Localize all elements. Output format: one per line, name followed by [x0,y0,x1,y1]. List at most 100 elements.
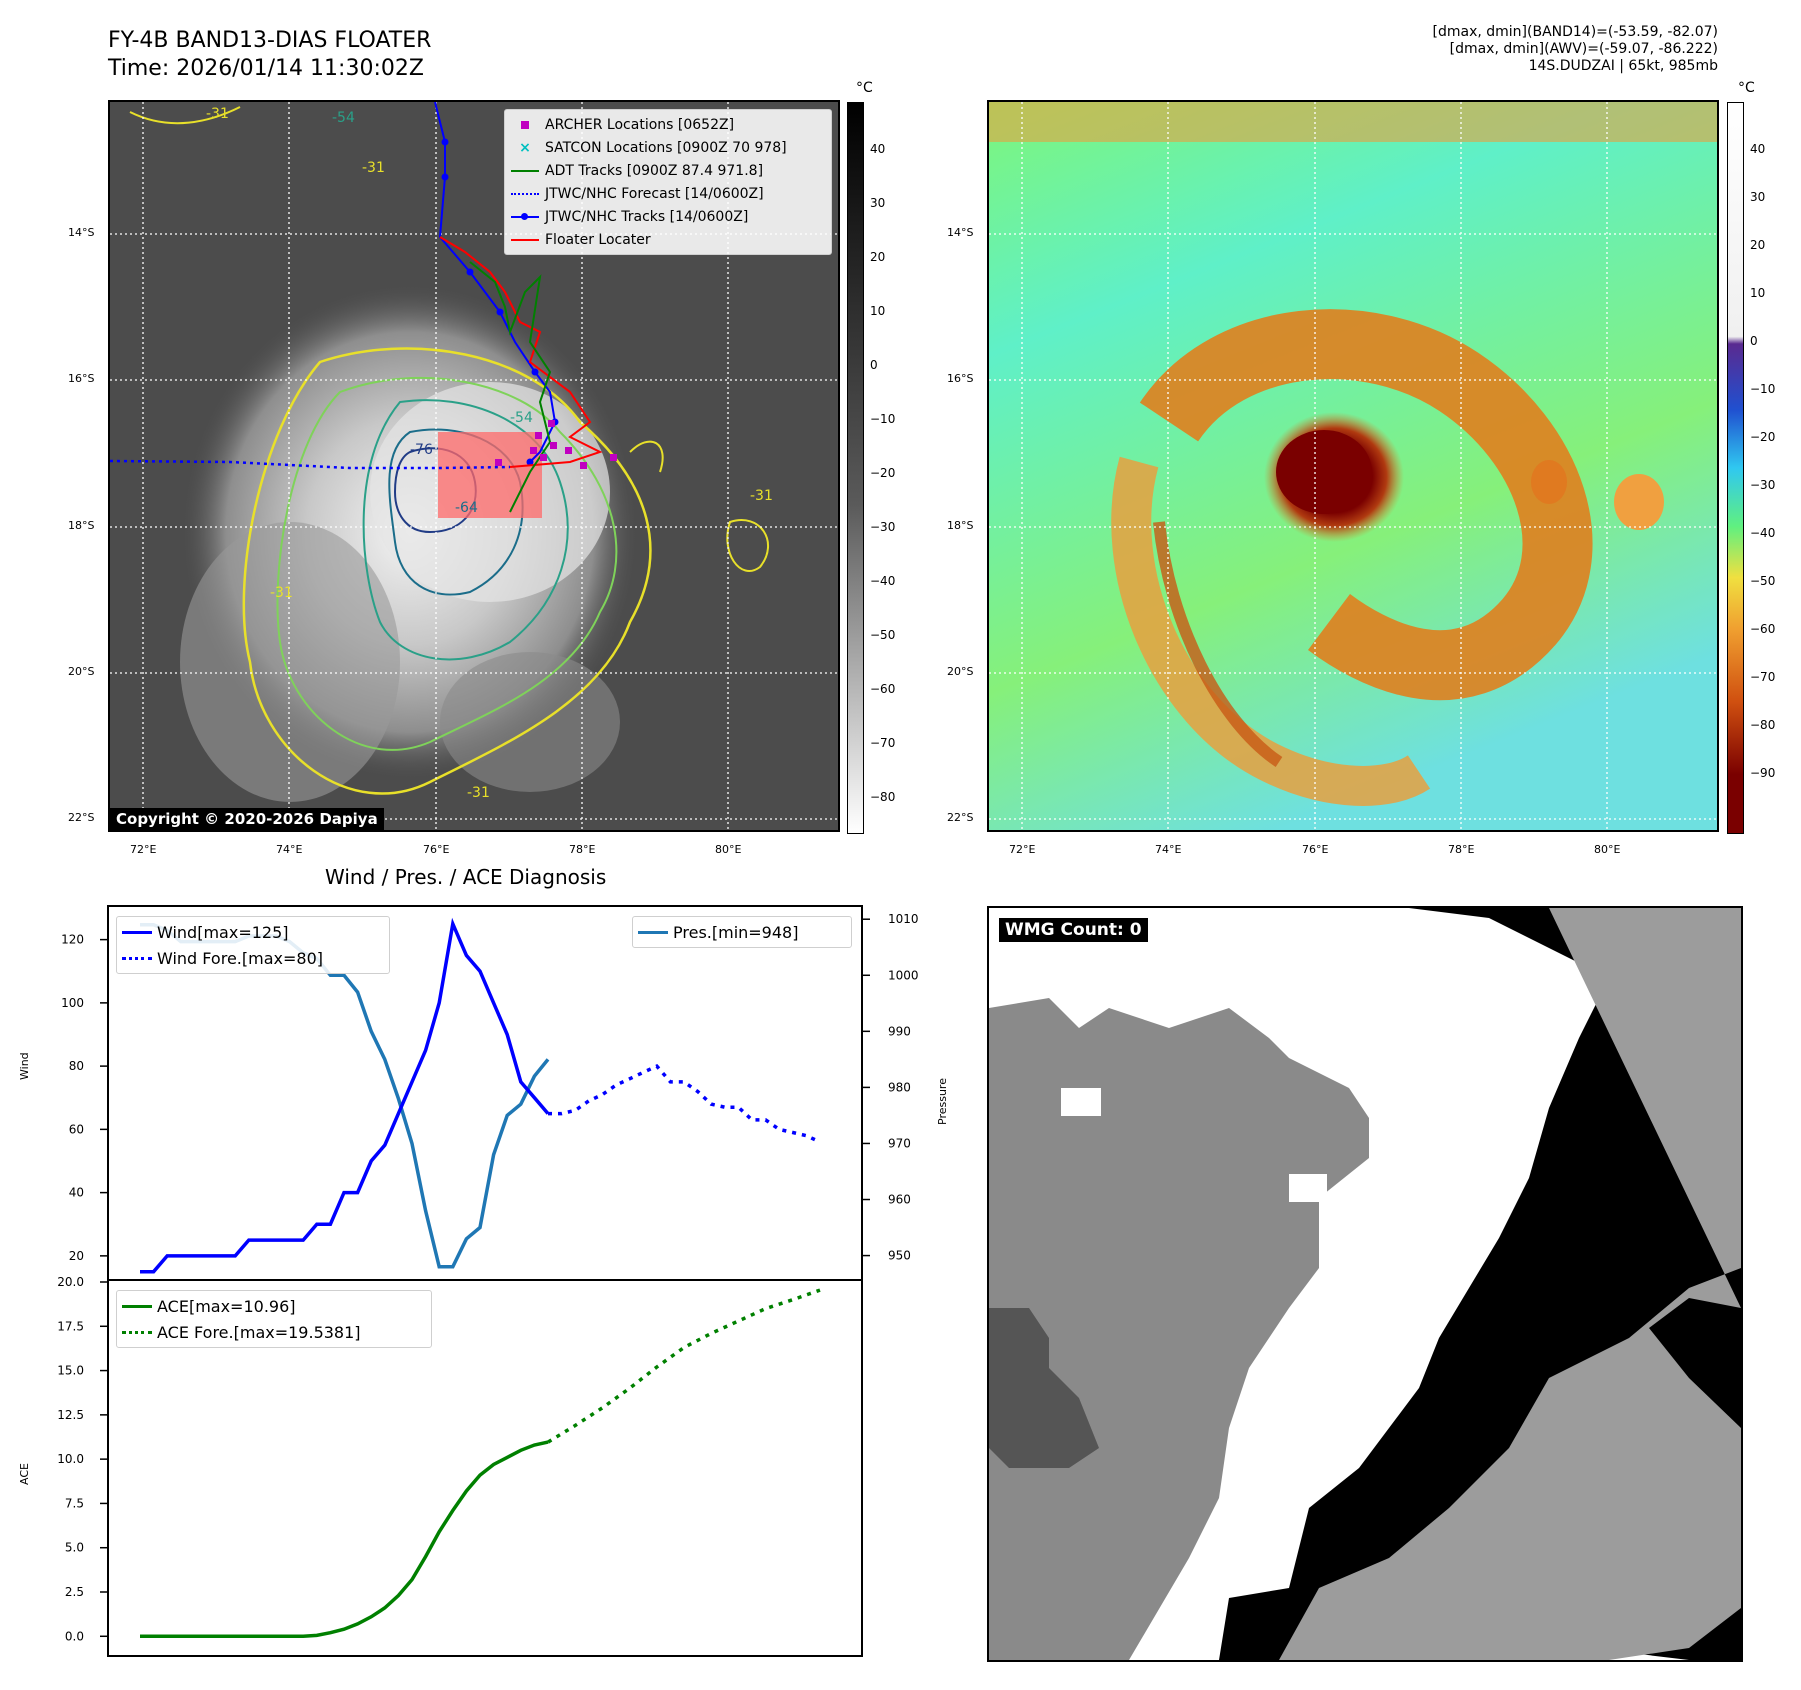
color-colorbar [1727,102,1744,834]
locater-line-icon [505,238,545,241]
lon-label: 74°E [276,843,303,856]
wind-tick-label: 80 [69,1059,84,1073]
wind-tick-label: 120 [61,933,84,947]
colorbar-ticks: 40 30 20 10 0 −10 −20 −30 −40 −50 −60 −7… [1750,142,1800,802]
legend-item: ARCHER Locations [0652Z] [505,113,831,136]
lon-label: 78°E [1448,843,1475,856]
legend-item: ACE[max=10.96] [117,1293,431,1319]
wmg-map [989,908,1741,1660]
lon-label: 72°E [1009,843,1036,856]
colorbar-tick: −50 [1750,574,1776,588]
wind-tick-label: 40 [69,1186,84,1200]
lat-label: 18°S [68,519,95,532]
ace-tick-label: 10.0 [57,1452,84,1466]
colorbar-tick: 40 [1750,142,1766,156]
color-map-panel [987,100,1719,832]
awv-range: [dmax, dmin](AWV)=(-59.07, -86.222) [1449,41,1718,57]
ir-map-panel: -31 -54 -76 -64 -31 -31 -31 -54 -31 Copy… [108,100,840,832]
ace-legend: ACE[max=10.96] ACE Fore.[max=19.5381] [116,1290,432,1348]
colorbar-tick: 30 [870,196,886,210]
colorbar-tick: −20 [870,466,896,480]
wind-line-icon [117,930,157,934]
ace-tick-label: 5.0 [65,1541,84,1555]
pressure-tick-label: 970 [888,1136,911,1150]
ace-tick-label: 7.5 [65,1496,84,1510]
lat-label: 14°S [947,226,974,239]
legend-item: Wind Fore.[max=80] [117,945,389,971]
wind-series-line [140,917,550,1274]
contour-label: -31 [206,106,229,122]
colorbar-tick: 10 [1750,286,1766,300]
legend-item: × SATCON Locations [0900Z 70 978] [505,136,831,159]
colorbar-tick: −60 [1750,622,1776,636]
contour-label: -31 [467,785,490,801]
diagnosis-title: Wind / Pres. / ACE Diagnosis [325,865,607,889]
colorbar-tick: 20 [870,250,886,264]
lat-label: 22°S [947,811,974,824]
ace-forecast-line-icon [117,1330,157,1334]
lat-label: 22°S [68,811,95,824]
ace-tick-label: 0.0 [65,1629,84,1643]
wind-legend: Wind[max=125] Wind Fore.[max=80] [116,916,390,974]
colorbar-tick: −30 [1750,478,1776,492]
colorbar-unit: °C [1738,80,1755,96]
colorbar-tick: −10 [870,412,896,426]
lon-label: 80°E [715,843,742,856]
pressure-tick-label: 1000 [888,968,919,982]
ace-forecast-series-line [547,1288,821,1444]
lat-label: 20°S [947,665,974,678]
lon-label: 80°E [1594,843,1621,856]
lon-label: 72°E [130,843,157,856]
wind-tick-label: 100 [61,996,84,1010]
ace-series-line [140,1440,549,1639]
pressure-tick-label: 1010 [888,912,919,926]
legend-item: Pres.[min=948] [633,919,851,945]
colorbar-tick: −60 [870,682,896,696]
pressure-tick-label: 960 [888,1193,911,1207]
colorbar-tick: −70 [1750,670,1776,684]
satcon-marker-icon: × [519,139,531,156]
lat-label: 18°S [947,519,974,532]
ace-line-icon [117,1304,157,1308]
lon-label: 78°E [569,843,596,856]
colorbar-tick: −40 [1750,526,1776,540]
wmg-count-badge: WMG Count: 0 [999,918,1148,942]
lon-label: 74°E [1155,843,1182,856]
contour-label: -76 [410,442,433,458]
track-line-icon [505,212,545,220]
stats-note: [dmax, dmin](BAND14)=(-53.59, -82.07) [d… [1118,24,1719,75]
contour-label: -31 [362,160,385,176]
ace-tick-label: 20.0 [57,1275,84,1289]
colorbar-tick: −50 [870,628,896,642]
legend-item: JTWC/NHC Tracks [14/0600Z] [505,205,831,228]
colorbar-tick: 0 [1750,334,1758,348]
lon-label: 76°E [423,843,450,856]
wind-forecast-series-line [548,1063,821,1144]
lon-label: 76°E [1302,843,1329,856]
chart-time: Time: 2026/01/14 11:30:02Z [108,56,424,81]
colorbar-tick: −70 [870,736,896,750]
contour-label: -54 [332,110,355,126]
pressure-series-line [140,923,550,1269]
archer-marker-icon [505,120,545,129]
contour-label: -31 [750,488,773,504]
colorbar-tick: −80 [1750,718,1776,732]
diagnosis-chart: 20 40 60 80 100 120 950 960 970 980 990 1000 1010 0… [57,905,919,1657]
contour-label: -54 [510,410,533,426]
ace-tick-label: 17.5 [57,1319,84,1333]
pressure-tick-label: 950 [888,1249,911,1263]
storm-id: 14S.DUDZAI | 65kt, 985mb [1528,58,1718,74]
lat-label: 20°S [68,665,95,678]
legend-item: ADT Tracks [0900Z 87.4 971.8] [505,159,831,182]
colorbar-tick: 20 [1750,238,1766,252]
pressure-tick-label: 980 [888,1080,911,1094]
wmg-panel: WMG Count: 0 [987,906,1743,1662]
color-map [989,102,1717,830]
lat-label: 16°S [68,372,95,385]
copyright-badge: Copyright © 2020-2026 Dapiya [110,808,384,830]
band14-range: [dmax, dmin](BAND14)=(-53.59, -82.07) [1432,24,1719,40]
colorbar-tick: −40 [870,574,896,588]
colorbar-tick: −30 [870,520,896,534]
pressure-legend: Pres.[min=948] [632,916,852,948]
colorbar-tick: −90 [1750,766,1776,780]
